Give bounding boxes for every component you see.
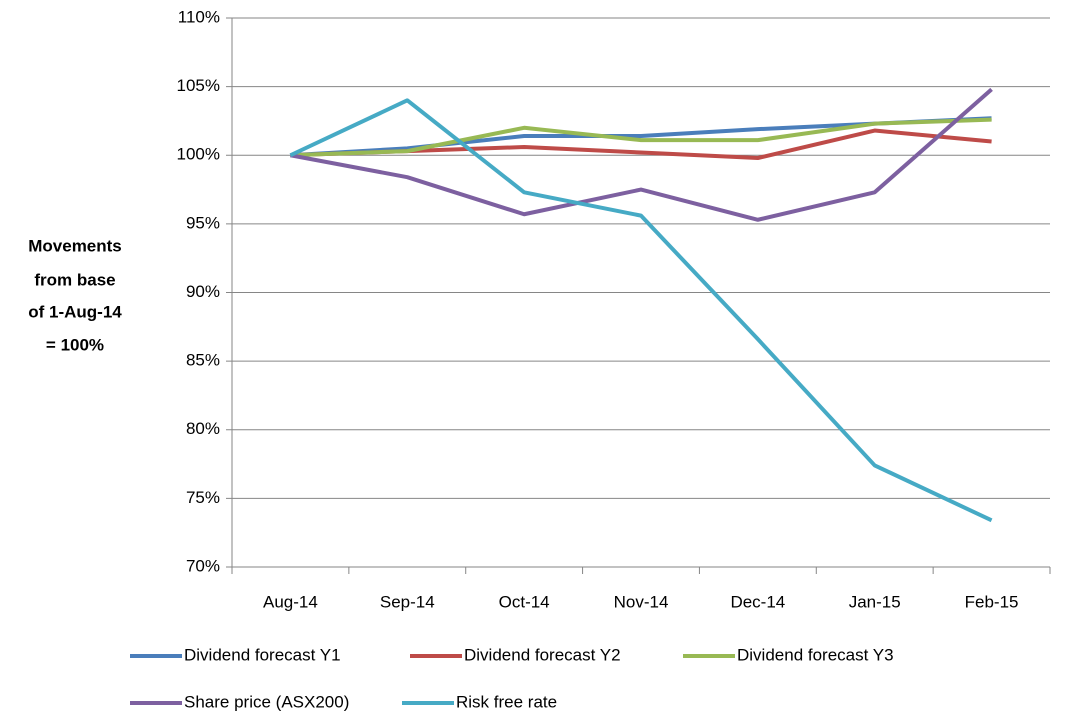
y-tick-label: 100% <box>177 145 220 164</box>
series-line <box>290 117 992 158</box>
y-tick-label: 85% <box>186 351 220 370</box>
y-tick-label: 105% <box>177 76 220 95</box>
x-tick-label: Sep-14 <box>380 592 435 611</box>
legend-label: Share price (ASX200) <box>184 692 349 711</box>
x-tick-label: Aug-14 <box>263 592 318 611</box>
y-axis-label: of 1-Aug-14 <box>28 302 122 321</box>
series-line <box>290 87 993 222</box>
y-tick-label: 90% <box>186 282 220 301</box>
x-tick-label: Feb-15 <box>965 592 1019 611</box>
y-tick-label: 75% <box>186 488 220 507</box>
y-tick-label: 80% <box>186 419 220 438</box>
x-tick-label: Oct-14 <box>499 592 550 611</box>
y-tick-label: 95% <box>186 213 220 232</box>
y-axis-label: = 100% <box>46 335 104 354</box>
y-axis-label: from base <box>34 270 115 289</box>
x-tick-label: Jan-15 <box>849 592 901 611</box>
legend-label: Dividend forecast Y1 <box>184 645 341 664</box>
legend-label: Dividend forecast Y2 <box>464 645 621 664</box>
series-line <box>289 98 993 523</box>
legend-label: Risk free rate <box>456 692 557 711</box>
x-tick-label: Nov-14 <box>614 592 669 611</box>
legend-label: Dividend forecast Y3 <box>737 645 894 664</box>
y-axis-label: Movements <box>28 236 122 255</box>
y-tick-label: 70% <box>186 556 220 575</box>
x-tick-label: Dec-14 <box>730 592 785 611</box>
y-tick-label: 110% <box>178 7 220 26</box>
